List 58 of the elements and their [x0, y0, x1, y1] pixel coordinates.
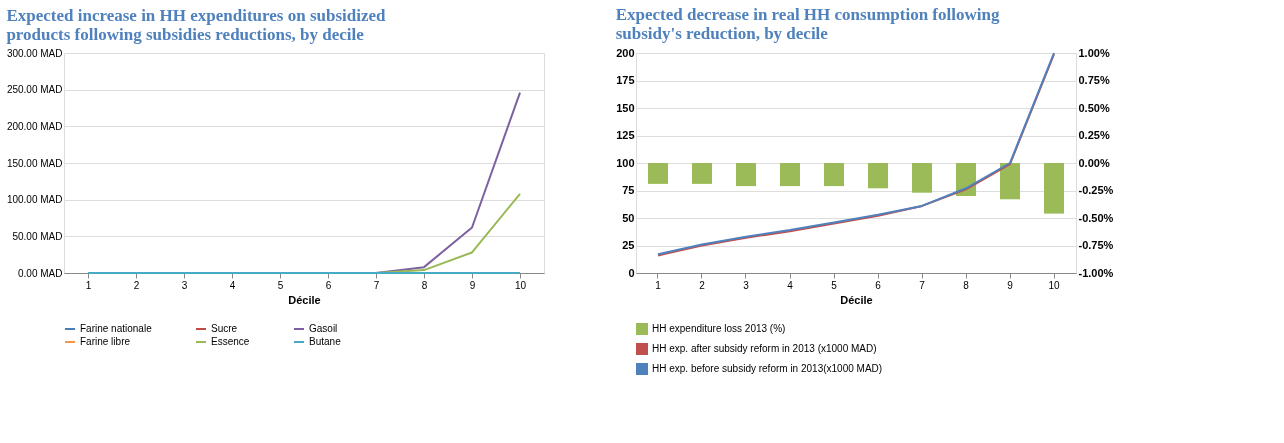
y2-tick-label: 0.25% — [1078, 129, 1110, 141]
y-tick-label: 50.00 MAD — [12, 230, 63, 242]
y-tick-label: 0.00 MAD — [18, 267, 63, 279]
y-tick-label: 175 — [616, 74, 635, 86]
legend-label: Farine nationale — [80, 323, 153, 334]
x-tick-label: 3 — [743, 279, 750, 291]
y-tick-label: 200 — [616, 46, 635, 59]
x-tick-label: 4 — [787, 279, 794, 291]
legend-label: Gasoil — [309, 323, 338, 334]
x-tick-label: 2 — [133, 279, 140, 291]
legend-label: Essence — [211, 336, 250, 347]
x-tick-label: 1 — [85, 279, 92, 291]
y-tick-label: 25 — [622, 239, 635, 251]
x-tick-label: 9 — [1007, 279, 1014, 291]
legend-label: Farine libre — [80, 336, 131, 347]
y-tick-label: 250.00 MAD — [6, 84, 63, 96]
x-tick-label: 2 — [699, 279, 706, 291]
x-tick-label: 10 — [514, 279, 527, 291]
y2-tick-label: -0.75% — [1078, 239, 1114, 251]
x-tick-label: 7 — [919, 279, 926, 291]
y2-tick-label: -1.00% — [1078, 266, 1114, 279]
legend-label: Sucre — [211, 323, 238, 334]
x-tick-label: 5 — [277, 279, 284, 291]
y-tick-label: 150.00 MAD — [6, 157, 63, 169]
y-tick-label: 100 — [616, 156, 635, 169]
y-tick-label: 100.00 MAD — [6, 194, 63, 206]
y-tick-label: 200.00 MAD — [6, 120, 63, 132]
x-axis-title: Décile — [840, 293, 873, 306]
y2-tick-label: -0.25% — [1078, 184, 1114, 196]
chart-title: Expected decrease in real HH consumption following subsidy's reduction, by decile — [615, 5, 1000, 43]
chart-title: Expected increase in HH expenditures on subsidized products following subsidies reductions, by decile — [6, 6, 387, 44]
x-tick-label: 1 — [655, 279, 662, 291]
y-tick-label: 75 — [622, 184, 635, 196]
x-axis-title: Décile — [288, 293, 321, 306]
legend-label: HH exp. after subsidy reform in 2013 (x1000 MAD) — [652, 343, 877, 354]
x-tick-label: 9 — [469, 279, 476, 291]
legend-label: HH expenditure loss 2013 (%) — [652, 323, 786, 334]
legend-label: HH exp. before subsidy reform in 2013(x1000 MAD) — [652, 363, 883, 374]
x-tick-label: 8 — [963, 279, 970, 291]
y2-tick-label: 1.00% — [1078, 46, 1110, 59]
x-tick-label: 6 — [875, 279, 882, 291]
x-tick-label: 3 — [181, 279, 188, 291]
y2-tick-label: 0.00% — [1078, 156, 1110, 169]
legend-label: Butane — [309, 336, 342, 347]
x-tick-label: 10 — [1048, 279, 1060, 291]
x-tick-label: 5 — [831, 279, 838, 291]
y2-tick-label: 0.50% — [1078, 101, 1110, 114]
y-tick-label: 0 — [628, 266, 635, 279]
x-tick-label: 8 — [421, 279, 428, 291]
y-tick-label: 300.00 MAD — [6, 47, 63, 59]
x-tick-label: 4 — [229, 279, 236, 291]
y2-tick-label: -0.50% — [1078, 211, 1114, 224]
y-tick-label: 150 — [616, 101, 635, 114]
y-tick-label: 125 — [616, 129, 635, 141]
y2-tick-label: 0.75% — [1078, 74, 1110, 86]
x-tick-label: 6 — [325, 279, 332, 291]
y-tick-label: 50 — [622, 211, 635, 224]
x-tick-label: 7 — [373, 279, 380, 291]
